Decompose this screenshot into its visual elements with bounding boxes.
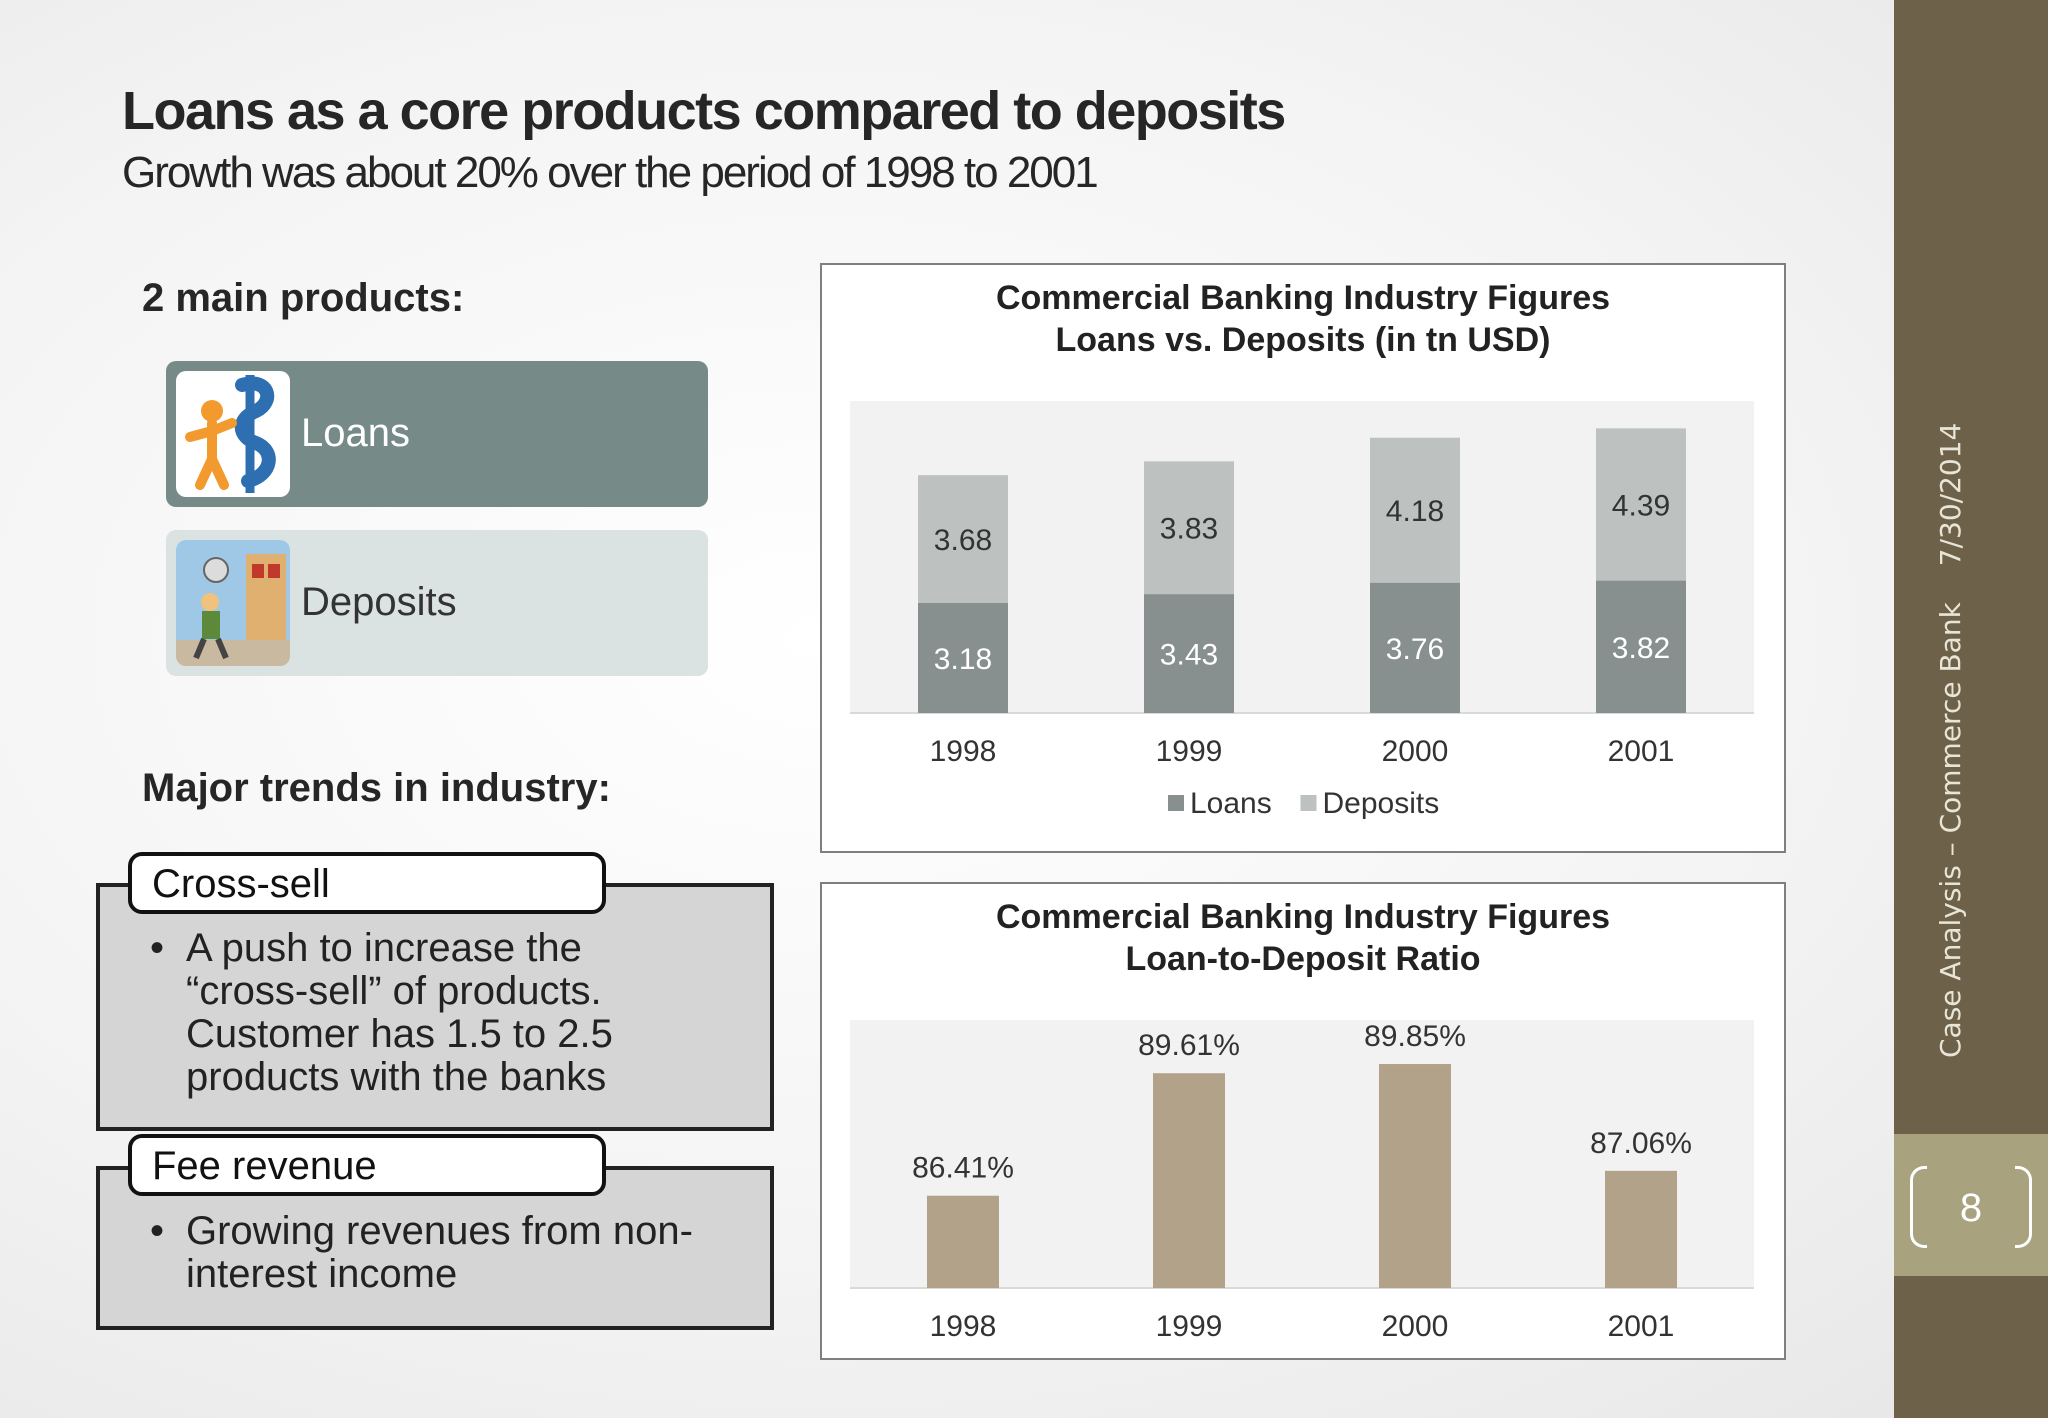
bar-loans-1998 (918, 602, 1008, 713)
x-tick-label-1998: 1998 (930, 735, 997, 768)
chart-subtitle: Loan-to-Deposit Ratio (1125, 940, 1480, 978)
data-label-ratio-2001: 87.06% (1590, 1127, 1692, 1160)
trend-cross-sell-box: A push to increase the “cross-sell” of p… (96, 883, 774, 1131)
x-tick-label-2000: 2000 (1382, 1310, 1449, 1343)
x-tick-label-2001: 2001 (1608, 1310, 1675, 1343)
data-label-ratio-1998: 86.41% (912, 1152, 1014, 1185)
bar-ratio-2000 (1379, 1064, 1451, 1288)
chart-title: Commercial Banking Industry Figures (996, 279, 1610, 317)
data-label-deposits-2000: 4.18 (1386, 495, 1444, 528)
trend-title-fee-revenue: Fee revenue (152, 1144, 377, 1188)
data-label-loans-1998: 3.18 (934, 643, 992, 676)
bar-loans-2000 (1370, 582, 1460, 713)
trend-fee-revenue-bullets: Growing revenues from non-interest incom… (150, 1210, 710, 1296)
footer-date: 7/30/2014 (1934, 422, 1967, 567)
x-tick-label-1999: 1999 (1156, 1310, 1223, 1343)
legend-swatch-deposits (1300, 795, 1317, 811)
bar-loans-2001 (1596, 580, 1686, 713)
data-label-ratio-2000: 89.85% (1364, 1020, 1466, 1053)
footer-vertical-text: Case Analysis – Commerce Bank 7/30/2014 (1934, 423, 1967, 1058)
loans-deposits-chart-svg: Commercial Banking Industry Figures Loans… (850, 279, 1754, 820)
x-tick-label-2000: 2000 (1382, 735, 1449, 768)
product-label-deposits: Deposits (301, 580, 457, 624)
bar-ratio-1998 (927, 1195, 999, 1288)
legend-label-loans: Loans (1190, 787, 1272, 820)
trend-cross-sell-tab: Cross-sell (128, 852, 606, 914)
bank-street-illustration-icon (176, 540, 290, 666)
data-label-loans-2001: 3.82 (1612, 632, 1670, 665)
products-heading: 2 main products: (142, 276, 465, 320)
bar-deposits-1999 (1144, 461, 1234, 595)
person-with-dollar-icon (176, 371, 290, 497)
x-tick-label-1999: 1999 (1156, 735, 1223, 768)
data-label-loans-2000: 3.76 (1386, 633, 1444, 666)
data-label-deposits-1999: 3.83 (1160, 513, 1218, 546)
trend-bullet: Growing revenues from non-interest incom… (150, 1210, 710, 1296)
slide-subtitle: Growth was about 20% over the period of … (122, 148, 1099, 197)
left-bracket-icon (1910, 1166, 1927, 1248)
trend-cross-sell-bullets: A push to increase the “cross-sell” of p… (150, 927, 710, 1099)
page-number: 8 (1959, 1186, 1983, 1230)
bar-ratio-2001 (1605, 1170, 1677, 1288)
bar-deposits-2000 (1370, 437, 1460, 583)
bar-loans-1999 (1144, 594, 1234, 713)
data-label-deposits-1998: 3.68 (934, 524, 992, 557)
legend-label-deposits: Deposits (1323, 787, 1440, 820)
data-label-ratio-1999: 89.61% (1138, 1029, 1240, 1062)
right-bracket-icon (2015, 1166, 2032, 1248)
product-deposits-box: Deposits (166, 530, 708, 676)
product-loans-box: Loans (166, 361, 708, 507)
trend-bullet: A push to increase the “cross-sell” of p… (150, 927, 710, 1099)
page-number-box: 8 (1894, 1134, 2048, 1276)
plot-area (850, 1020, 1754, 1288)
bar-deposits-2001 (1596, 428, 1686, 581)
loans-deposits-chart: Commercial Banking Industry Figures Loans… (820, 263, 1786, 853)
trends-heading: Major trends in industry: (142, 766, 611, 810)
x-tick-label-1998: 1998 (930, 1310, 997, 1343)
slide-title: Loans as a core products compared to dep… (122, 81, 1286, 141)
trend-fee-revenue-tab: Fee revenue (128, 1134, 606, 1196)
trend-title-cross-sell: Cross-sell (152, 862, 330, 906)
bar-deposits-1998 (918, 475, 1008, 603)
chart-subtitle: Loans vs. Deposits (in tn USD) (1056, 321, 1551, 359)
footer-case: Case Analysis – Commerce Bank (1934, 602, 1967, 1058)
chart-title: Commercial Banking Industry Figures (996, 898, 1610, 936)
x-tick-label-2001: 2001 (1608, 735, 1675, 768)
loan-deposit-ratio-chart-svg: Commercial Banking Industry Figures Loan-… (850, 898, 1754, 1343)
loan-deposit-ratio-chart: Commercial Banking Industry Figures Loan-… (820, 882, 1786, 1360)
legend-swatch-loans (1168, 795, 1184, 811)
data-label-loans-1999: 3.43 (1160, 639, 1218, 672)
data-label-deposits-2001: 4.39 (1612, 489, 1670, 522)
bar-ratio-1999 (1153, 1073, 1225, 1288)
product-label-loans: Loans (301, 411, 410, 455)
